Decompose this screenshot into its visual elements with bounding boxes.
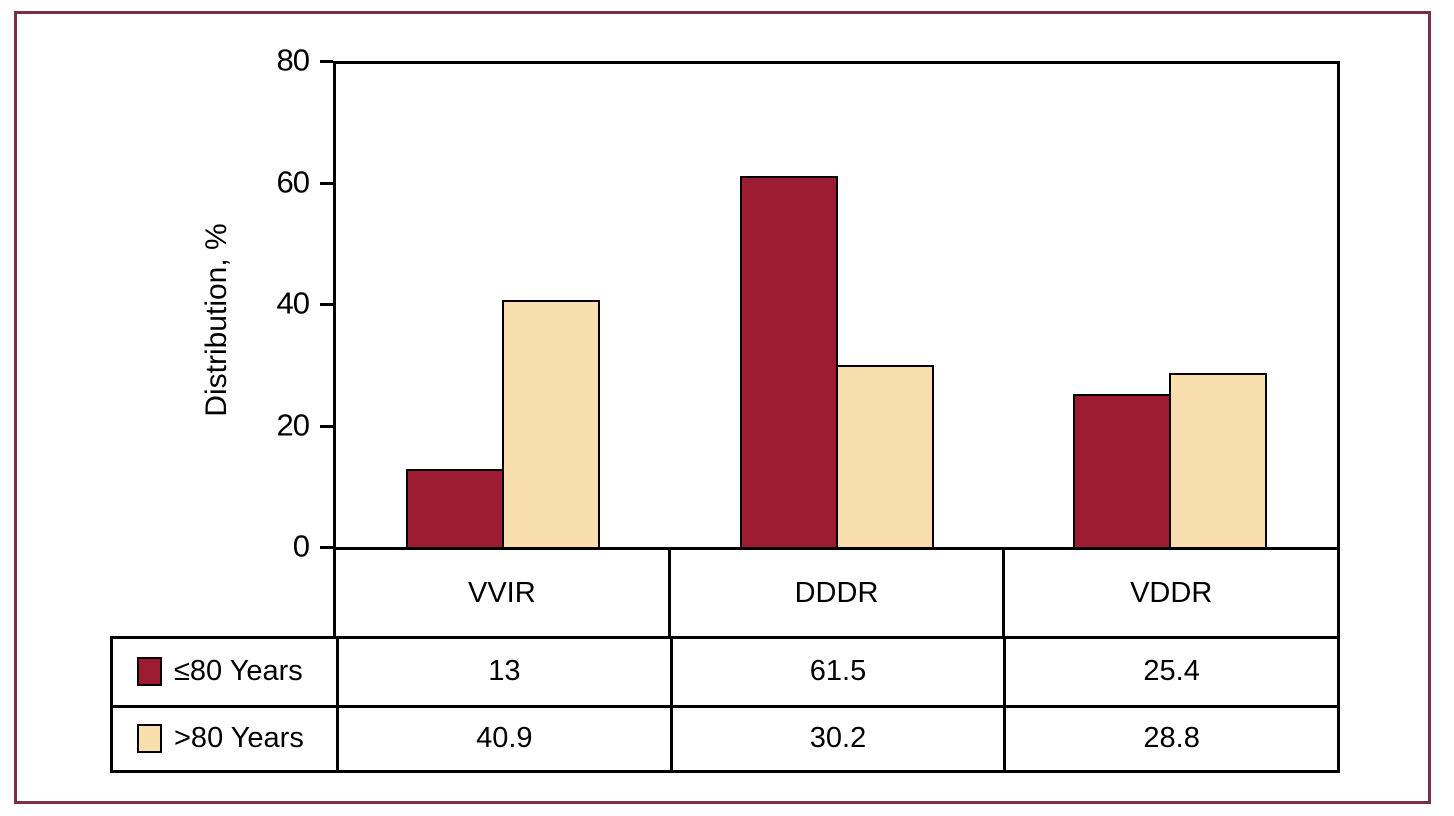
legend-label-le80: ≤80 Years [174,655,303,688]
y-tick-label: 60 [276,163,310,199]
bar-group-vddr [1003,64,1337,547]
category-label-dddr: DDDR [667,550,1003,636]
y-tick-label: 80 [276,42,310,78]
table-value: 25.4 [1003,639,1337,705]
legend-item-gt80: >80 Years [113,704,336,771]
tick-mark [320,546,333,549]
y-tick-label: 0 [292,528,310,564]
bar-vvir-series1 [405,468,504,547]
bar-vvir-series2 [501,300,600,547]
table-value: 28.8 [1003,704,1337,770]
table-value: 30.2 [669,704,1004,770]
tick-mark [320,60,333,63]
legend-swatch-le80 [137,657,162,687]
tick-mark [320,181,333,185]
tick-mark [320,424,333,428]
plot-columns [336,64,1337,547]
bar-dddr-series2 [835,364,934,547]
table-value: 40.9 [336,704,670,770]
legend-label-gt80: >80 Years [174,722,304,755]
y-tick-label: 20 [276,406,310,442]
bar-vddr-series2 [1169,373,1268,547]
table-value: 13 [336,639,670,705]
legend-item-le80: ≤80 Years [113,639,336,705]
category-label-vddr: VDDR [1002,550,1337,636]
category-header-row: VVIR DDDR VDDR [333,550,1340,636]
tick-mark [320,303,333,306]
data-table: ≤80 Years 13 61.5 25.4 >80 Years 40.9 30… [110,636,1340,773]
y-tick-label: 40 [276,285,310,321]
table-value: 61.5 [669,639,1004,705]
plot-area [333,61,1340,550]
y-axis: 80 60 40 20 0 [0,42,333,563]
bar-group-dddr [670,64,1004,547]
bar-dddr-series1 [739,175,838,547]
category-label-vvir: VVIR [467,576,536,609]
legend-swatch-gt80 [137,724,162,754]
bar-group-vvir [336,64,670,547]
bar-vddr-series1 [1073,393,1172,547]
